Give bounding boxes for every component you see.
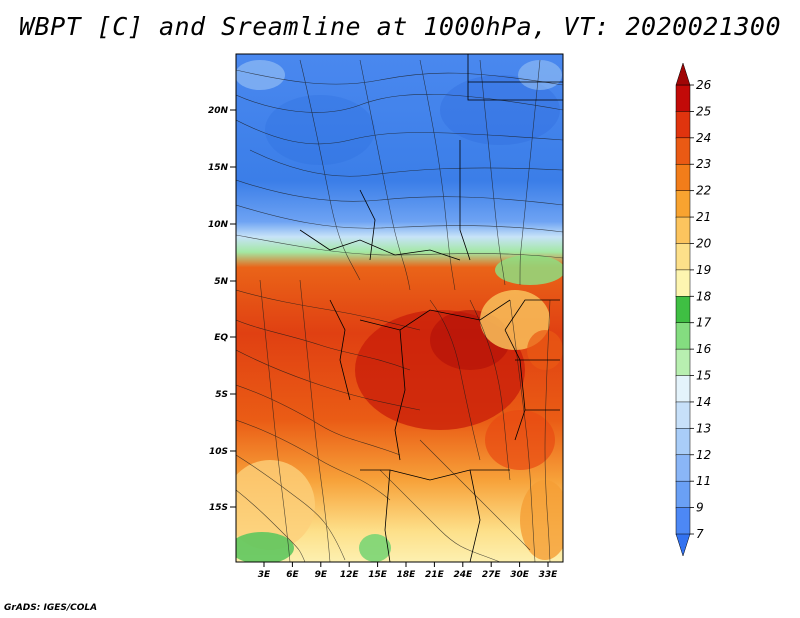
colorbar-bin	[675, 84, 691, 113]
lon-label: 9E	[315, 570, 328, 580]
lon-label: 30E	[510, 570, 530, 580]
colorbar-bin	[675, 348, 691, 377]
lon-label: 27E	[482, 570, 502, 580]
lon-label: 15E	[368, 570, 388, 580]
colorbar-label: 12	[696, 448, 711, 462]
lon-label: 3E	[258, 570, 271, 580]
colorbar-label: 25	[696, 104, 711, 118]
colorbar-bin	[675, 322, 691, 350]
map-frame	[235, 53, 564, 563]
longitude-axis: 3E 6E 9E 12E 15E 18E 21E 24E 27E 30E 33E	[258, 562, 558, 580]
colorbar-bin	[675, 163, 691, 192]
chart-title: WBPT [C] and Sreamline at 1000hPa, VT: 2…	[18, 12, 781, 41]
colorbar-bin	[675, 375, 691, 403]
colorbar-label: 16	[696, 342, 712, 356]
lon-label: 21E	[425, 570, 445, 580]
colorbar-bin	[675, 269, 691, 298]
colorbar-bin	[675, 190, 691, 218]
colorbar-bin	[675, 137, 691, 165]
lat-label: 5N	[214, 277, 228, 287]
colorbar-bin	[675, 454, 691, 482]
colorbar-bin	[675, 507, 691, 535]
lat-label: 20N	[208, 106, 229, 116]
colorbar-label: 20	[696, 236, 712, 250]
lat-label: EQ	[214, 333, 228, 343]
lat-label: 15S	[209, 503, 228, 513]
colorbar-bin	[675, 296, 691, 324]
lon-label: 18E	[397, 570, 417, 580]
lon-label: 12E	[340, 570, 360, 580]
colorbar-label: 18	[696, 289, 712, 303]
lon-label: 33E	[539, 570, 559, 580]
temperature-field	[236, 54, 563, 562]
colorbar-label: 9	[696, 501, 704, 515]
colorbar-bottom-arrow	[675, 533, 691, 557]
colorbar-bin	[675, 111, 691, 139]
colorbar: 26 25 24 23 22 21 20 19 18 17 16 15 14 13 12 11 9 7	[675, 62, 712, 557]
latitude-axis: 20N 15N 10N 5N EQ 5S 10S 15S	[208, 106, 236, 513]
colorbar-label: 19	[696, 263, 711, 277]
lon-label: 24E	[453, 570, 473, 580]
colorbar-label: 11	[696, 474, 711, 488]
lat-label: 5S	[215, 390, 228, 400]
lon-label: 6E	[286, 570, 299, 580]
colorbar-bin	[675, 480, 691, 509]
lat-label: 15N	[208, 163, 229, 173]
colorbar-bin	[675, 243, 691, 271]
colorbar-label: 7	[696, 527, 704, 541]
colorbar-bin	[675, 428, 691, 456]
colorbar-label: 13	[696, 421, 711, 435]
colorbar-top-arrow	[675, 62, 691, 86]
colorbar-label: 22	[696, 184, 711, 198]
colorbar-label: 23	[696, 157, 711, 171]
footer-credit: GrADS: IGES/COLA	[4, 603, 98, 613]
colorbar-label: 14	[696, 395, 711, 409]
lat-label: 10N	[208, 220, 229, 230]
colorbar-bin	[675, 216, 691, 245]
colorbar-label: 15	[696, 369, 711, 383]
colorbar-bin	[675, 401, 691, 430]
lat-label: 10S	[209, 447, 228, 457]
colorbar-label: 17	[696, 316, 712, 330]
colorbar-label: 21	[696, 210, 711, 224]
colorbar-label: 26	[696, 78, 712, 92]
colorbar-label: 24	[696, 131, 711, 145]
